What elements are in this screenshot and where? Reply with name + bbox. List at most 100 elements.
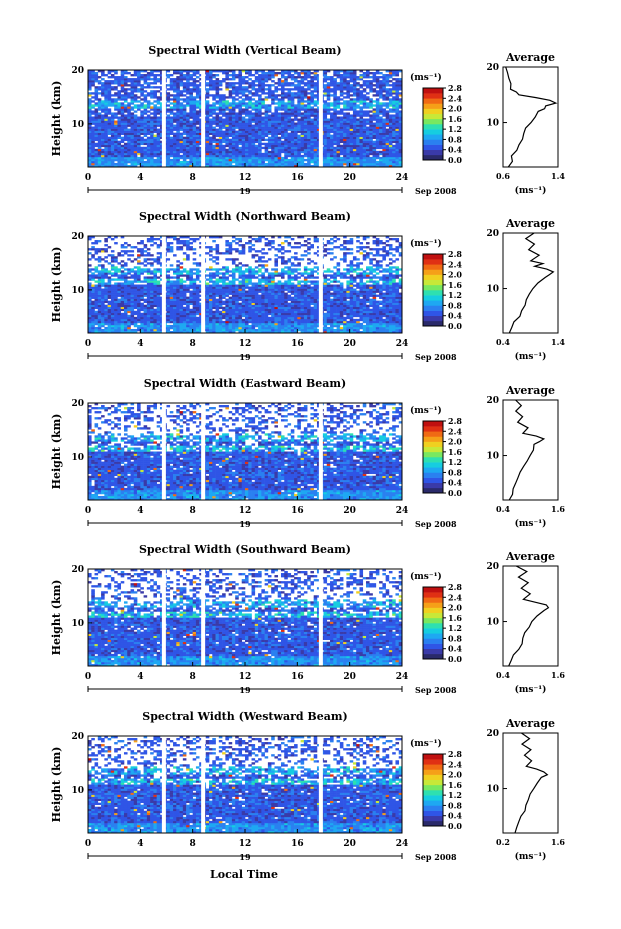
- average-y-tick-label: 10: [486, 452, 499, 462]
- colorbar-swatch: [423, 633, 443, 639]
- colorbar-unit: (ms⁻¹): [410, 738, 442, 749]
- colorbar-tick-label: 2.8: [448, 582, 462, 592]
- colorbar-tick-label: 0.4: [448, 145, 462, 155]
- colorbar-swatch: [423, 769, 443, 775]
- colorbar-swatch: [423, 810, 443, 817]
- colorbar-tick-label: 2.4: [448, 259, 462, 269]
- colorbar-swatch: [423, 607, 443, 614]
- x-tick-label: 20: [343, 339, 356, 349]
- colorbar-swatch: [423, 144, 443, 151]
- colorbar-swatch: [423, 800, 443, 806]
- colorbar-tick-label: 1.6: [448, 280, 462, 290]
- colorbar-swatch: [423, 592, 443, 598]
- colorbar-tick-label: 0.8: [448, 134, 462, 144]
- data-gap-1: [161, 236, 166, 333]
- colorbar-frame: [422, 753, 444, 827]
- colorbar-frame: [422, 87, 444, 161]
- data-gap-3: [318, 736, 323, 833]
- colorbar-swatch: [423, 264, 443, 270]
- colorbar-swatch: [423, 113, 443, 120]
- heatmap-cells: [88, 70, 403, 168]
- colorbar-unit: (ms⁻¹): [410, 571, 442, 582]
- average-x-title: (ms⁻¹): [515, 185, 547, 196]
- colorbar-swatch: [423, 108, 443, 115]
- colorbar-tick-label: 1.6: [448, 114, 462, 124]
- date-label: Sep 2008: [415, 186, 457, 196]
- colorbar-tick-label: 0.0: [448, 321, 462, 331]
- x-tick-label: 0: [85, 506, 91, 516]
- colorbar-tick-label: 2.0: [448, 437, 462, 447]
- average-x-tick-label: 1.4: [551, 337, 565, 347]
- x-tick-label: 8: [190, 672, 196, 682]
- average-x-title: (ms⁻¹): [515, 684, 547, 695]
- average-frame: [502, 232, 559, 334]
- average-profile-line: [508, 232, 555, 334]
- colorbar-swatch: [423, 431, 443, 437]
- colorbar-swatch: [423, 254, 443, 260]
- day-label: 19: [239, 519, 251, 529]
- x-tick-label: 24: [396, 839, 409, 849]
- colorbar-swatch: [423, 653, 443, 660]
- colorbar-tick-label: 1.2: [448, 457, 462, 467]
- average-x-tick-label: 1.6: [551, 504, 565, 514]
- colorbar-tick-label: 2.4: [448, 592, 462, 602]
- average-profile-line: [514, 732, 549, 834]
- colorbar-swatch: [423, 784, 443, 791]
- average-frame: [502, 565, 559, 667]
- x-axis-title: Local Time: [210, 868, 278, 881]
- colorbar-swatch: [423, 638, 443, 644]
- panel-title: Spectral Width (Westward Beam): [142, 710, 347, 723]
- x-tick-label: 16: [291, 339, 304, 349]
- average-x-tick-label: 1.4: [551, 171, 565, 181]
- x-tick-label: 4: [137, 672, 143, 682]
- average-x-tick-label: 1.6: [551, 837, 565, 847]
- heatmap-cells: [88, 236, 403, 334]
- colorbar-swatch: [423, 597, 443, 603]
- data-gap-1: [161, 736, 166, 833]
- y-axis-title: Height (km): [50, 247, 63, 323]
- date-label: Sep 2008: [415, 685, 457, 695]
- colorbar-tick-label: 2.8: [448, 416, 462, 426]
- average-title: Average: [505, 717, 555, 730]
- colorbar-swatch: [423, 759, 443, 765]
- average-x-tick-label: 0.4: [496, 670, 510, 680]
- colorbar-swatch: [423, 279, 443, 286]
- y-tick-label: 10: [71, 619, 84, 629]
- colorbar-swatch: [423, 795, 443, 801]
- x-tick-label: 12: [239, 173, 252, 183]
- data-gap-2: [201, 236, 206, 333]
- colorbar-swatch: [423, 790, 443, 796]
- x-tick-label: 20: [343, 173, 356, 183]
- colorbar-frame: [422, 420, 444, 494]
- average-frame: [502, 732, 559, 834]
- colorbar-swatch: [423, 487, 443, 494]
- colorbar-tick-label: 2.4: [448, 759, 462, 769]
- colorbar-unit: (ms⁻¹): [410, 72, 442, 83]
- x-tick-label: 8: [190, 839, 196, 849]
- colorbar-swatch: [423, 103, 443, 109]
- colorbar-swatch: [423, 612, 443, 619]
- y-tick-label: 20: [71, 66, 84, 76]
- colorbar-swatch: [423, 472, 443, 478]
- average-profile-line: [505, 66, 558, 168]
- panel-title: Spectral Width (Eastward Beam): [144, 377, 346, 390]
- colorbar-swatch: [423, 274, 443, 281]
- colorbar-swatch: [423, 259, 443, 265]
- average-title: Average: [505, 384, 555, 397]
- colorbar-swatch: [423, 805, 443, 811]
- day-label: 19: [239, 852, 251, 862]
- x-tick-label: 8: [190, 339, 196, 349]
- colorbar-swatch: [423, 124, 443, 130]
- date-label: Sep 2008: [415, 852, 457, 862]
- x-tick-label: 12: [239, 339, 252, 349]
- colorbar-tick-label: 2.0: [448, 104, 462, 114]
- colorbar-tick-label: 0.0: [448, 488, 462, 498]
- x-tick-label: 12: [239, 506, 252, 516]
- x-tick-label: 0: [85, 339, 91, 349]
- colorbar-swatch: [423, 628, 443, 634]
- x-tick-label: 0: [85, 672, 91, 682]
- data-gap-3: [318, 70, 323, 167]
- y-tick-label: 10: [71, 786, 84, 796]
- y-axis-title: Height (km): [50, 747, 63, 823]
- y-tick-label: 20: [71, 565, 84, 575]
